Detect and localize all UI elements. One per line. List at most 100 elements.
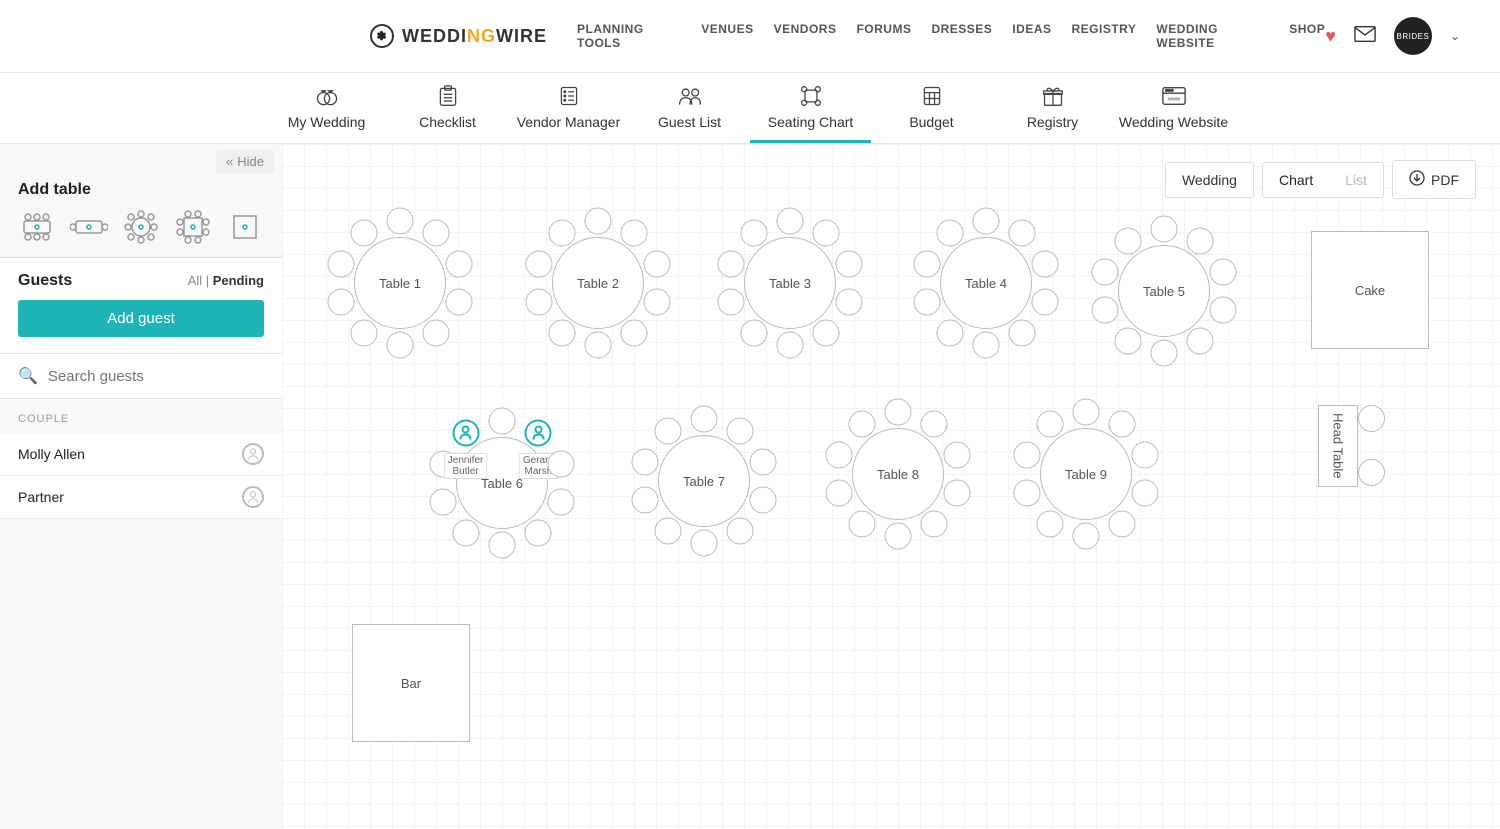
seat[interactable]: [1151, 340, 1178, 367]
filter-all[interactable]: All: [188, 273, 202, 288]
seat[interactable]: [632, 487, 659, 514]
seat[interactable]: [749, 487, 776, 514]
seat[interactable]: [1358, 459, 1385, 486]
seat[interactable]: [921, 511, 948, 538]
filter-pending[interactable]: Pending: [213, 273, 264, 288]
seat[interactable]: [921, 410, 948, 437]
tool-tab[interactable]: Budget: [871, 73, 992, 143]
search-guests-input[interactable]: [48, 368, 264, 385]
seat[interactable]: [848, 410, 875, 437]
seat[interactable]: [1114, 328, 1141, 355]
user-avatar[interactable]: BRIDES: [1394, 17, 1432, 55]
seat[interactable]: [973, 332, 1000, 359]
export-pdf-button[interactable]: PDF: [1392, 160, 1476, 199]
seat[interactable]: [621, 219, 648, 246]
nav-link[interactable]: VENUES: [701, 22, 753, 50]
seat[interactable]: [1131, 441, 1158, 468]
seat[interactable]: [691, 406, 718, 433]
seat[interactable]: [654, 518, 681, 545]
rect-table[interactable]: Cake: [1311, 231, 1429, 349]
table-shape-square[interactable]: [226, 211, 264, 243]
seat[interactable]: [452, 520, 479, 547]
seat[interactable]: [1014, 441, 1041, 468]
seat[interactable]: [1092, 258, 1119, 285]
logo[interactable]: ✽ WEDDINGWIRE: [370, 24, 547, 48]
tool-tab[interactable]: wwwWedding Website: [1113, 73, 1234, 143]
seat[interactable]: [727, 417, 754, 444]
favorites-icon[interactable]: ♥: [1325, 26, 1336, 47]
seat[interactable]: [423, 320, 450, 347]
seat[interactable]: [691, 530, 718, 557]
nav-link[interactable]: SHOP: [1289, 22, 1325, 50]
nav-link[interactable]: PLANNING TOOLS: [577, 22, 681, 50]
seat[interactable]: [643, 289, 670, 316]
seat[interactable]: [430, 489, 457, 516]
seat[interactable]: [350, 219, 377, 246]
seat[interactable]: [848, 511, 875, 538]
seat[interactable]: [525, 520, 552, 547]
messages-icon[interactable]: [1354, 25, 1376, 48]
seat[interactable]: [826, 441, 853, 468]
table-shape-rect-chairs[interactable]: [18, 211, 56, 243]
occasion-select[interactable]: Wedding: [1165, 162, 1254, 198]
tool-tab[interactable]: My Wedding: [266, 73, 387, 143]
hide-sidebar-button[interactable]: «Hide: [216, 150, 274, 173]
seat[interactable]: [1009, 219, 1036, 246]
nav-link[interactable]: REGISTRY: [1072, 22, 1137, 50]
seat[interactable]: [526, 289, 553, 316]
seat[interactable]: [1114, 227, 1141, 254]
seat[interactable]: [423, 219, 450, 246]
seat[interactable]: [328, 250, 355, 277]
seat[interactable]: [1031, 289, 1058, 316]
rect-table[interactable]: Bar: [352, 624, 470, 742]
seat[interactable]: [835, 289, 862, 316]
seat[interactable]: [835, 250, 862, 277]
seat[interactable]: [387, 332, 414, 359]
guest-row[interactable]: Molly Allen: [0, 433, 282, 476]
seat[interactable]: [1014, 480, 1041, 507]
table-shape-rect-sides[interactable]: [70, 211, 108, 243]
seat[interactable]: [548, 320, 575, 347]
seat[interactable]: [585, 332, 612, 359]
seat[interactable]: [777, 208, 804, 235]
seat[interactable]: [548, 219, 575, 246]
seat[interactable]: [547, 489, 574, 516]
seat[interactable]: [1131, 480, 1158, 507]
seat[interactable]: [1151, 216, 1178, 243]
seat[interactable]: [749, 448, 776, 475]
head-table[interactable]: Head Table: [1318, 405, 1358, 487]
tool-tab[interactable]: Checklist: [387, 73, 508, 143]
seat[interactable]: [1092, 297, 1119, 324]
seat[interactable]: [654, 417, 681, 444]
seat[interactable]: [525, 419, 552, 446]
seat[interactable]: [885, 523, 912, 550]
seat[interactable]: [632, 448, 659, 475]
seat[interactable]: [445, 289, 472, 316]
seat[interactable]: [813, 320, 840, 347]
seat[interactable]: [936, 219, 963, 246]
seat[interactable]: [1187, 328, 1214, 355]
seat[interactable]: [1073, 399, 1100, 426]
seat[interactable]: [1187, 227, 1214, 254]
seat[interactable]: [1031, 250, 1058, 277]
table-shape-square-chairs[interactable]: [174, 211, 212, 243]
seat[interactable]: [1109, 410, 1136, 437]
tool-tab[interactable]: Vendor Manager: [508, 73, 629, 143]
view-chart[interactable]: Chart: [1263, 163, 1329, 197]
seating-canvas[interactable]: Wedding Chart List PDF Table 1Table 2Tab…: [282, 144, 1500, 829]
seat[interactable]: [943, 441, 970, 468]
seat[interactable]: [936, 320, 963, 347]
seat[interactable]: [1036, 511, 1063, 538]
table-shape-round[interactable]: [122, 211, 160, 243]
seat[interactable]: [621, 320, 648, 347]
seat[interactable]: [1209, 258, 1236, 285]
nav-link[interactable]: VENDORS: [774, 22, 837, 50]
seat[interactable]: [973, 208, 1000, 235]
seat[interactable]: [1036, 410, 1063, 437]
seat[interactable]: [547, 450, 574, 477]
seat[interactable]: [718, 289, 745, 316]
tool-tab[interactable]: Guest List: [629, 73, 750, 143]
seat[interactable]: [489, 532, 516, 559]
seat[interactable]: [1109, 511, 1136, 538]
seat[interactable]: [740, 219, 767, 246]
